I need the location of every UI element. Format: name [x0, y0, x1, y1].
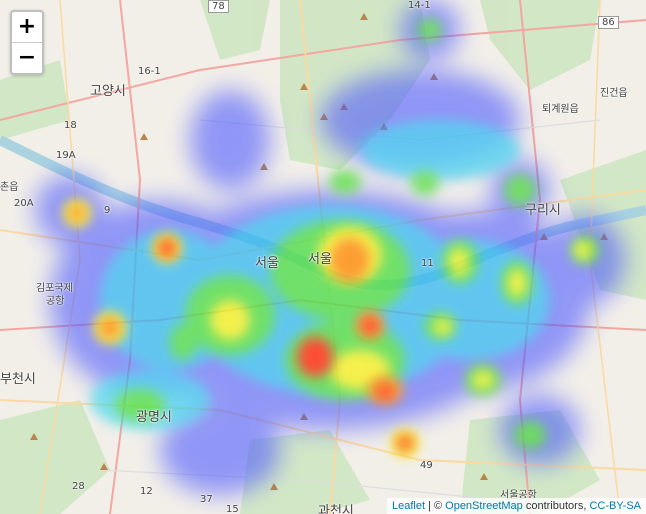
road-label-37: 37: [200, 494, 213, 505]
zoom-control: + −: [10, 10, 44, 75]
attribution-separator: | ©: [425, 500, 446, 512]
place-seoul: 서울: [308, 252, 332, 267]
place-seoul-small: 서울: [255, 256, 279, 271]
place-gwangmyeong: 광명시: [136, 410, 172, 425]
place-gimpo-airport-2: 공항: [46, 296, 65, 307]
road-label-14-1: 14-1: [408, 0, 431, 11]
place-goyang: 고양시: [90, 84, 126, 99]
place-gwacheon: 과천시: [318, 504, 354, 514]
zoom-out-button[interactable]: −: [17, 45, 37, 70]
license-link[interactable]: CC-BY-SA: [589, 500, 641, 512]
place-bucheon: 부천시: [0, 372, 36, 387]
road-label-28: 28: [72, 481, 85, 492]
leaflet-link[interactable]: Leaflet: [391, 500, 425, 512]
road-label-11: 11: [421, 258, 434, 269]
heatmap-layer: [35, 0, 625, 495]
place-jingeon: 진건읍: [600, 88, 628, 99]
road-label-49: 49: [420, 460, 433, 471]
place-guri: 구리시: [525, 203, 561, 218]
road-label-19a: 19A: [56, 150, 76, 161]
map-attribution: Leaflet | © OpenStreetMap contributors, …: [386, 498, 646, 514]
road-label-20a: 20A: [14, 198, 34, 209]
place-toegyewon: 퇴계원읍: [542, 104, 579, 115]
place-gimpo-airport-1: 김포국제: [36, 283, 73, 294]
road-label-12: 12: [140, 486, 153, 497]
road-label-18: 18: [64, 120, 77, 131]
road-label-15: 15: [226, 504, 239, 514]
attribution-contributors: contributors,: [522, 500, 590, 512]
place-chon: 촌읍: [0, 182, 19, 193]
road-shield-86: 86: [598, 16, 619, 29]
road-label-9: 9: [104, 205, 111, 216]
road-label-16-1: 16-1: [138, 66, 161, 77]
road-shield-78: 78: [208, 0, 229, 13]
zoom-in-button[interactable]: +: [12, 12, 42, 43]
osm-link[interactable]: OpenStreetMap: [445, 500, 523, 512]
place-seoul-airport: 서울공항: [500, 490, 537, 501]
